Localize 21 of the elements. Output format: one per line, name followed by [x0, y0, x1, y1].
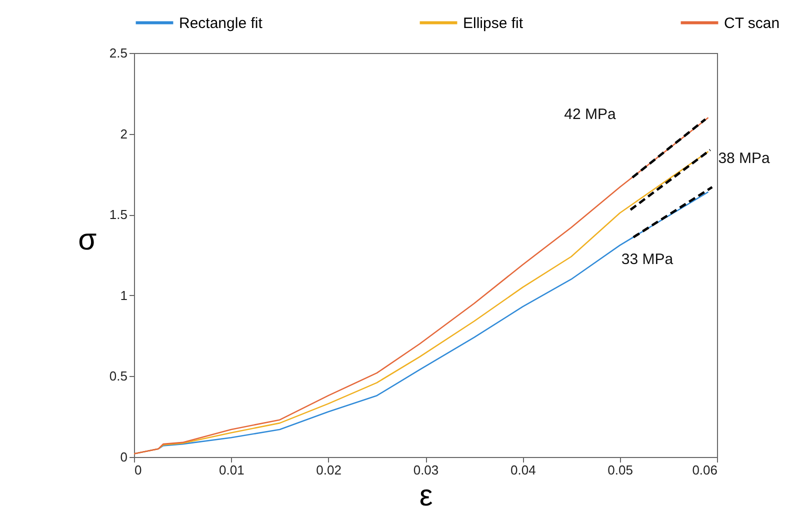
x-tick-label: 0.06	[692, 462, 718, 478]
x-tick-label: 0.05	[608, 462, 633, 478]
y-tick-label: 1	[120, 288, 128, 303]
annotation: 38 MPa	[718, 150, 771, 167]
y-tick-label: 0.5	[109, 368, 128, 384]
y-tick-label: 0	[120, 450, 128, 464]
x-tick-label: 0.04	[510, 462, 536, 478]
legend-label: CT scan	[724, 14, 780, 32]
x-tick-label: 0	[134, 462, 142, 478]
annotation: 33 MPa	[621, 251, 674, 268]
y-axis-title: σ	[78, 224, 98, 256]
x-tick-label: 0.01	[219, 462, 244, 478]
y-tick-label: 1.5	[109, 207, 128, 222]
legend-label: Ellipse fit	[463, 14, 524, 32]
x-tick-label: 0.02	[316, 462, 342, 478]
y-tick-label: 2.5	[109, 46, 128, 60]
x-axis-title: ε	[419, 480, 433, 512]
x-tick-label: 0.03	[413, 462, 439, 478]
legend-label: Rectangle fit	[179, 14, 264, 32]
annotation: 42 MPa	[564, 106, 616, 123]
y-tick-label: 2	[120, 126, 128, 142]
